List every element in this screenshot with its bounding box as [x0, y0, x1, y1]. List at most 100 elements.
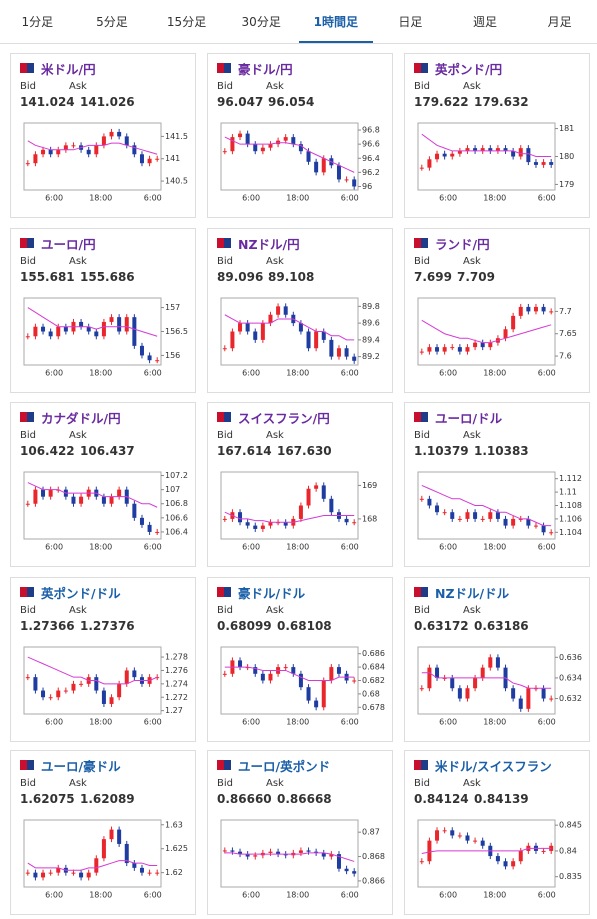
bid-label: Bid [20, 81, 36, 92]
candle [306, 331, 311, 349]
flag-icon [217, 412, 231, 422]
candle [526, 148, 531, 163]
candle [101, 136, 106, 146]
candle [276, 306, 281, 315]
mini-chart: 7.6 7.65 7.7 6:00 18:00 6:00 [417, 297, 577, 378]
currency-card[interactable]: NZドル/円 Bid Ask 89.096 89.108 89.2 89.4 89.6 89.8… [207, 228, 393, 393]
pair-title: NZドル/円 [238, 237, 300, 252]
x-tick-label: 6:00 [341, 194, 359, 203]
x-tick-label: 6:00 [242, 543, 260, 552]
bid-label: Bid [414, 81, 430, 92]
tab[interactable]: 15分足 [166, 15, 207, 29]
bid-value: 0.84124 [414, 792, 469, 806]
currency-card[interactable]: ユーロ/英ポンド Bid Ask 0.86660 0.86668 0.866 0.868 0.… [207, 750, 393, 915]
plot-frame [220, 471, 359, 540]
currency-card[interactable]: 米ドル/スイスフラン Bid Ask 0.84124 0.84139 0.835 0.84 0… [404, 750, 590, 915]
candle [71, 683, 76, 691]
mini-chart: 1.27 1.272 1.274 1.276 1.278 6:00 18:00 6:00 [23, 646, 188, 727]
candle [511, 150, 516, 157]
ask-label: Ask [69, 81, 87, 92]
candle [511, 315, 516, 330]
bid-value: 1.10379 [414, 444, 469, 458]
currency-card[interactable]: 英ポンド/ドル Bid Ask 1.27366 1.27376 1.27 1.272 1.27… [10, 577, 196, 742]
tab[interactable]: 月足 [547, 15, 572, 29]
candle [321, 158, 326, 173]
candle [33, 489, 38, 504]
x-tick-label: 6:00 [439, 369, 457, 378]
candle [526, 306, 531, 312]
candle [442, 830, 447, 832]
tab[interactable]: 1分足 [21, 15, 54, 29]
tab[interactable]: 日足 [398, 15, 423, 29]
candle [298, 323, 303, 332]
bid-value: 1.62075 [20, 792, 75, 806]
candle [457, 347, 462, 352]
candle [117, 683, 122, 698]
candle [442, 153, 447, 157]
currency-card[interactable]: 豪ドル/ドル Bid Ask 0.68099 0.68108 0.678 0.68 0.682… [207, 577, 393, 742]
mini-chart: 0.835 0.84 0.845 6:00 18:00 6:00 [417, 819, 582, 900]
y-tick-label: 0.632 [559, 694, 582, 703]
candle [488, 148, 493, 151]
y-tick-label: 96.4 [362, 154, 380, 163]
tab[interactable]: 5分足 [96, 15, 128, 29]
ask-value: 141.026 [80, 95, 135, 109]
candle [518, 148, 523, 157]
moving-average [421, 847, 552, 854]
mini-chart: 1.104 1.106 1.108 1.11 1.112 6:00 18:00 6:00 [417, 471, 582, 552]
candle [533, 525, 538, 527]
x-tick-label: 6:00 [45, 543, 63, 552]
tab[interactable]: 1時間足 [298, 0, 374, 43]
currency-card[interactable]: スイスフラン/円 Bid Ask 167.614 167.630 168 169 6:00 18… [207, 402, 393, 567]
pair-title: ユーロ/円 [41, 237, 96, 252]
candle [419, 861, 424, 863]
currency-card[interactable]: ユーロ/ドル Bid Ask 1.10379 1.10383 1.104 1.106 1.10… [404, 402, 590, 567]
tab[interactable]: 週足 [473, 15, 498, 29]
candle [155, 872, 160, 874]
currency-card[interactable]: 英ポンド/円 Bid Ask 179.622 179.632 179 180 181 6:00 1… [404, 53, 590, 218]
candle [124, 670, 129, 684]
y-tick-label: 89.8 [362, 302, 380, 311]
candle [329, 339, 334, 357]
candle [442, 347, 447, 352]
y-tick-label: 181 [559, 124, 574, 133]
candle [245, 854, 250, 857]
moving-average [27, 860, 158, 871]
mini-chart: 179 180 181 6:00 18:00 6:00 [417, 122, 574, 203]
candle [283, 306, 288, 315]
currency-card[interactable]: カナダドル/円 Bid Ask 106.422 106.437 106.4 106.6 106… [10, 402, 196, 567]
currency-card[interactable]: NZドル/ドル Bid Ask 0.63172 0.63186 0.632 0.634 0.6… [404, 577, 590, 742]
candle [495, 148, 500, 151]
currency-card[interactable]: ランド/円 Bid Ask 7.699 7.709 7.6 7.65 7.7 6:00 18:00… [404, 228, 590, 393]
candle [518, 698, 523, 709]
mini-chart: 0.678 0.68 0.682 0.684 0.686 6:00 18:00 6:00 [220, 646, 385, 727]
currency-card[interactable]: ユーロ/円 Bid Ask 155.681 155.686 156 156.5 157 6:00… [10, 228, 196, 393]
candle [465, 347, 470, 352]
currency-card[interactable]: 米ドル/円 Bid Ask 141.024 141.026 140.5 141 141.5 6:… [10, 53, 196, 218]
candle [352, 680, 357, 682]
candle [419, 688, 424, 690]
candle [495, 512, 500, 519]
candle [306, 850, 311, 852]
x-tick-label: 6:00 [538, 369, 556, 378]
y-tick-label: 169 [362, 481, 377, 490]
pair-title: スイスフラン/円 [238, 411, 330, 426]
x-tick-label: 6:00 [439, 543, 457, 552]
candle [419, 167, 424, 169]
candle [473, 148, 478, 151]
y-tick-label: 106.4 [165, 527, 188, 536]
ask-value: 0.86668 [277, 792, 332, 806]
currency-card[interactable]: ユーロ/豪ドル Bid Ask 1.62075 1.62089 1.62 1.625 1.63… [10, 750, 196, 915]
candle [33, 677, 38, 691]
bid-value: 1.27366 [20, 619, 75, 633]
candle [336, 667, 341, 674]
currency-card[interactable]: 豪ドル/円 Bid Ask 96.047 96.054 96 96.2 96.4 96.6 96.… [207, 53, 393, 218]
candle [222, 850, 227, 852]
ask-label: Ask [266, 430, 284, 441]
candle [117, 829, 122, 844]
ask-label: Ask [463, 778, 481, 789]
candle [109, 829, 114, 840]
candle [442, 512, 447, 514]
candle [71, 872, 76, 874]
tab[interactable]: 30分足 [241, 15, 281, 29]
